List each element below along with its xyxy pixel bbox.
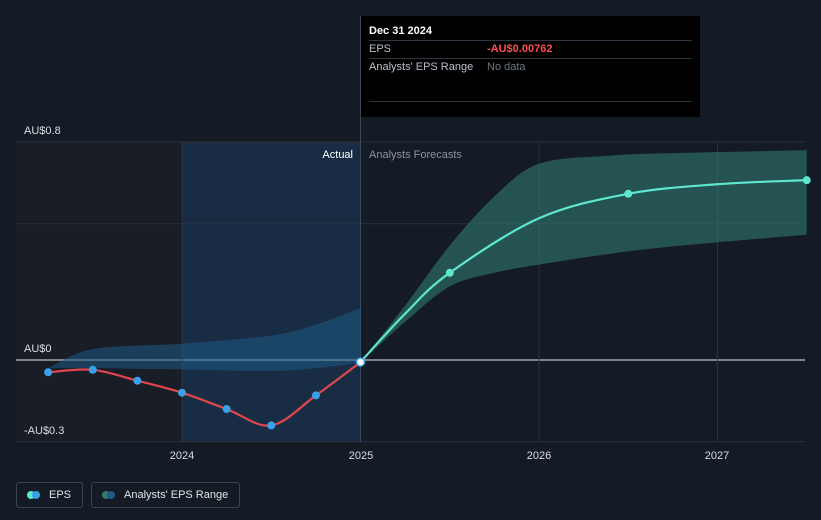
actual-eps-range-area xyxy=(48,308,361,371)
legend-range-button[interactable]: Analysts' EPS Range xyxy=(91,482,241,508)
legend-eps-button[interactable]: EPS xyxy=(16,482,84,508)
range-dot-icon xyxy=(102,491,116,499)
eps-point-actual xyxy=(44,368,53,377)
eps-points xyxy=(44,176,811,430)
tooltip-range-label: Analysts' EPS Range xyxy=(369,61,474,73)
x-tick-2024: 2024 xyxy=(170,450,194,462)
y-tick-top: AU$0.8 xyxy=(24,125,61,137)
tooltip-date: Dec 31 2024 xyxy=(369,25,432,37)
tooltip-eps-label: EPS xyxy=(369,43,392,55)
x-tick-2026: 2026 xyxy=(527,450,551,462)
tooltip: Dec 31 2024 EPS -AU$0.00762 Analysts' EP… xyxy=(361,16,700,117)
x-tick-2027: 2027 xyxy=(705,450,729,462)
x-tick-2025: 2025 xyxy=(349,450,373,462)
eps-point-highlighted xyxy=(355,357,366,367)
tooltip-spacer xyxy=(369,76,692,102)
history-shade xyxy=(16,142,182,442)
eps-point-actual xyxy=(133,376,142,385)
eps-dot-icon xyxy=(27,491,41,499)
actual-label: Actual xyxy=(322,149,353,161)
eps-point-actual xyxy=(88,365,97,374)
eps-point-actual xyxy=(178,388,186,397)
actual-period-shade xyxy=(182,142,361,442)
tooltip-range-value: No data xyxy=(487,61,526,73)
eps-point-actual xyxy=(311,391,320,400)
tooltip-eps-row: EPS -AU$0.00762 xyxy=(369,40,692,58)
forecast-label: Analysts Forecasts xyxy=(369,149,462,161)
eps-point-actual xyxy=(267,421,276,430)
forecast-eps-line xyxy=(359,179,807,363)
legend-eps-label: EPS xyxy=(49,489,72,501)
eps-range-areas xyxy=(48,150,807,371)
tooltip-eps-value: -AU$0.00762 xyxy=(487,43,553,55)
tooltip-range-row: Analysts' EPS Range No data xyxy=(369,58,692,76)
forecast-eps-range-area xyxy=(360,150,807,363)
eps-point-forecast xyxy=(445,268,454,277)
y-tick-zero: AU$0 xyxy=(24,343,52,355)
y-tick-bottom: -AU$0.3 xyxy=(24,425,64,437)
eps-point-forecast xyxy=(624,189,633,198)
legend-range-label: Analysts' EPS Range xyxy=(124,489,229,501)
legend: EPS Analysts' EPS Range xyxy=(16,482,241,508)
eps-point-forecast xyxy=(802,176,811,185)
grid xyxy=(16,16,805,443)
eps-point-actual xyxy=(222,405,231,414)
